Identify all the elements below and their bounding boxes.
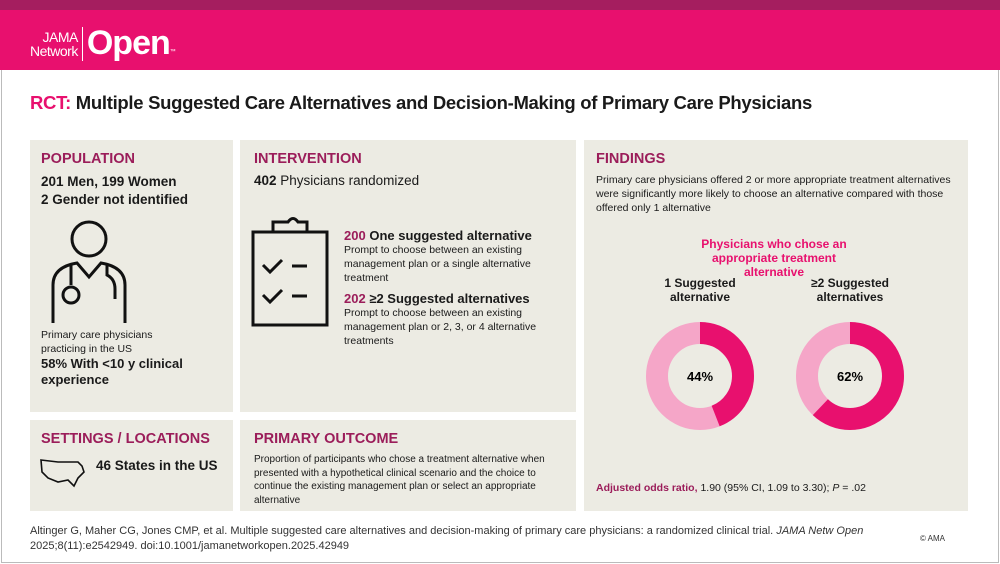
odds-ratio-value: 1.90 (95% CI, 1.09 to 3.30); xyxy=(700,482,830,494)
donut-value-segment xyxy=(646,322,754,430)
donut-charts: 44% 62% xyxy=(646,322,904,430)
settings-panel: SETTINGS / LOCATIONS 46 States in the US xyxy=(30,420,233,511)
jama-network-open-logo: JAMA Network Open ™ xyxy=(30,24,176,63)
outcome-text: Proportion of participants who chose a t… xyxy=(254,454,545,506)
findings-text: Primary care physicians offered 2 or mor… xyxy=(596,174,951,214)
donut2-label: ≥2 Suggested alternatives xyxy=(811,276,889,304)
settings-text: 46 States in the US xyxy=(96,458,218,473)
copyright: © AMA xyxy=(919,534,945,543)
findings-heading: FINDINGS xyxy=(596,151,666,167)
logo-line1: JAMA xyxy=(42,28,79,45)
population-experience-stat: 58% With <10 y clinical experience xyxy=(41,356,183,387)
donut-value-segment xyxy=(796,322,904,430)
physician-icon xyxy=(51,220,127,323)
arm1-description: Prompt to choose between an existing man… xyxy=(344,244,531,284)
us-map-icon xyxy=(40,459,85,488)
population-description: Primary care physicians practicing in th… xyxy=(41,329,153,355)
odds-ratio-label: Adjusted odds ratio, xyxy=(596,482,698,494)
page-title: RCT: Multiple Suggested Care Alternative… xyxy=(30,92,812,114)
primary-outcome-panel: PRIMARY OUTCOME Proportion of participan… xyxy=(240,420,576,511)
arm2-count: 202 xyxy=(344,291,366,306)
arm2-label: ≥2 Suggested alternatives xyxy=(369,291,530,306)
population-panel: POPULATION 201 Men, 199 Women 2 Gender n… xyxy=(30,140,233,412)
arm2-description: Prompt to choose between an existing man… xyxy=(344,307,537,347)
randomized-count: 402 xyxy=(254,173,277,188)
header-banner: JAMA Network Open ™ xyxy=(0,10,1000,70)
clipboard-checklist-icon xyxy=(251,217,329,327)
arm1-label: One suggested alternative xyxy=(369,228,532,243)
p-value: = .02 xyxy=(842,482,866,494)
donut-value-label: 44% xyxy=(687,369,713,384)
intervention-heading: INTERVENTION xyxy=(254,151,362,167)
randomized-label: Physicians randomized xyxy=(280,173,420,188)
donut1-label: 1 Suggested alternative xyxy=(664,276,736,304)
population-gender: 201 Men, 199 Women xyxy=(41,174,177,189)
citation-text: Altinger G, Maher CG, Jones CMP, et al. … xyxy=(30,525,774,537)
p-label: P xyxy=(832,482,840,494)
citation: Altinger G, Maher CG, Jones CMP, et al. … xyxy=(30,524,863,554)
population-heading: POPULATION xyxy=(41,151,135,167)
outcome-heading: PRIMARY OUTCOME xyxy=(254,431,399,447)
logo-tm: ™ xyxy=(169,49,176,55)
donut-value-label: 62% xyxy=(837,369,863,384)
population-gender-unidentified: 2 Gender not identified xyxy=(41,192,189,207)
top-strip xyxy=(0,0,1000,10)
title-text: Multiple Suggested Care Alternatives and… xyxy=(75,92,813,113)
citation-details: 2025;8(11):e2542949. doi:10.1001/jamanet… xyxy=(30,540,350,552)
arm1-count: 200 xyxy=(344,228,366,243)
citation-journal: JAMA Netw Open xyxy=(776,525,864,537)
intervention-panel: INTERVENTION 402 Physicians randomized 2… xyxy=(240,140,576,412)
findings-panel: FINDINGS Primary care physicians offered… xyxy=(584,140,968,511)
title-prefix: RCT: xyxy=(30,92,71,113)
settings-heading: SETTINGS / LOCATIONS xyxy=(41,431,210,447)
logo-main: Open xyxy=(86,24,171,62)
chart-title: Physicians who chose an appropriate trea… xyxy=(701,237,847,279)
logo-line2: Network xyxy=(30,42,78,59)
